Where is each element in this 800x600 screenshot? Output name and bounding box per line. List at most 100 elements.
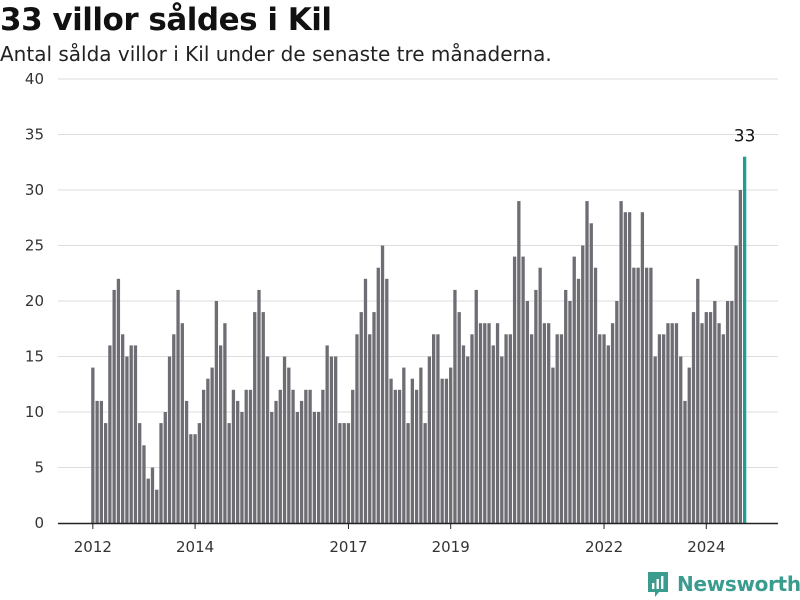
bar [542, 323, 547, 523]
bar [329, 356, 334, 523]
chart-subtitle: Antal sålda villor i Kil under de senast… [0, 42, 552, 66]
bar [342, 423, 346, 523]
bar [547, 323, 551, 523]
bar [687, 367, 691, 523]
bar [385, 278, 389, 523]
bar [355, 334, 359, 523]
bar [432, 334, 436, 523]
bar [602, 334, 606, 523]
bar [274, 400, 278, 523]
bar [653, 356, 657, 523]
bar [282, 356, 287, 523]
bar [193, 434, 197, 523]
x-tick-label: 2024 [687, 538, 725, 556]
bar [334, 356, 338, 523]
bar [325, 345, 329, 523]
bar [576, 278, 581, 523]
bar [734, 245, 738, 523]
bar [393, 389, 397, 523]
bar [598, 334, 602, 523]
bar [525, 301, 530, 523]
highlight-bar [742, 156, 747, 523]
bar [406, 423, 410, 523]
bar [512, 256, 517, 523]
bar [397, 389, 402, 523]
bar [253, 312, 257, 523]
y-tick-label: 5 [34, 459, 44, 477]
bar [632, 267, 636, 523]
bar [219, 345, 223, 523]
bar [717, 323, 721, 523]
newsworthy-logo-icon [648, 572, 668, 597]
bar [248, 389, 253, 523]
bar [304, 389, 308, 523]
x-tick-label: 2014 [176, 538, 214, 556]
bar [449, 367, 453, 523]
chart-title: 33 villor såldes i Kil [0, 2, 332, 38]
bar [402, 367, 406, 523]
bar [316, 412, 321, 523]
bar [368, 334, 372, 523]
bar [257, 289, 261, 523]
bar [410, 378, 414, 523]
bar [427, 356, 432, 523]
bar [351, 389, 355, 523]
bar [270, 412, 274, 523]
bar [308, 389, 312, 523]
bar [419, 367, 423, 523]
bar [197, 423, 201, 523]
bar [240, 412, 244, 523]
bar [589, 223, 593, 524]
bar [474, 289, 478, 523]
annotation: 33 [734, 127, 756, 147]
bar [495, 323, 500, 523]
bar [159, 423, 163, 523]
bar [457, 312, 461, 523]
bar [640, 212, 645, 523]
bar [568, 301, 572, 523]
bar [615, 301, 619, 523]
bar [721, 334, 725, 523]
bar [236, 400, 240, 523]
bar [295, 412, 299, 523]
bar [538, 267, 542, 523]
bar [657, 334, 662, 523]
x-tick-label: 2019 [432, 538, 470, 556]
bar [436, 334, 440, 523]
bar [103, 423, 108, 523]
bar [466, 356, 470, 523]
bar [730, 301, 734, 523]
bar [299, 400, 304, 523]
bar [150, 467, 155, 523]
bar [146, 478, 150, 523]
bar [679, 356, 683, 523]
bar [461, 345, 466, 523]
brand-name: Newsworthy [677, 572, 800, 596]
bar [210, 367, 214, 523]
bar [312, 412, 317, 523]
bar [623, 212, 627, 523]
bar [172, 334, 176, 523]
bar [585, 201, 589, 523]
y-tick-label: 20 [25, 292, 44, 310]
bar [91, 367, 95, 523]
bar [99, 400, 104, 523]
bar [223, 323, 227, 523]
bar [500, 356, 504, 523]
bar [112, 289, 116, 523]
bar [363, 278, 368, 523]
bar [483, 323, 487, 523]
bar [95, 400, 99, 523]
bar [666, 323, 670, 523]
bar [645, 267, 649, 523]
bar [504, 334, 508, 523]
bar [487, 323, 491, 523]
bar [184, 400, 189, 523]
y-tick-label: 15 [25, 348, 44, 366]
bar [478, 323, 483, 523]
bar [372, 312, 376, 523]
x-tick-label: 2022 [585, 538, 623, 556]
bar [470, 334, 474, 523]
bar [180, 323, 184, 523]
bar [696, 278, 700, 523]
